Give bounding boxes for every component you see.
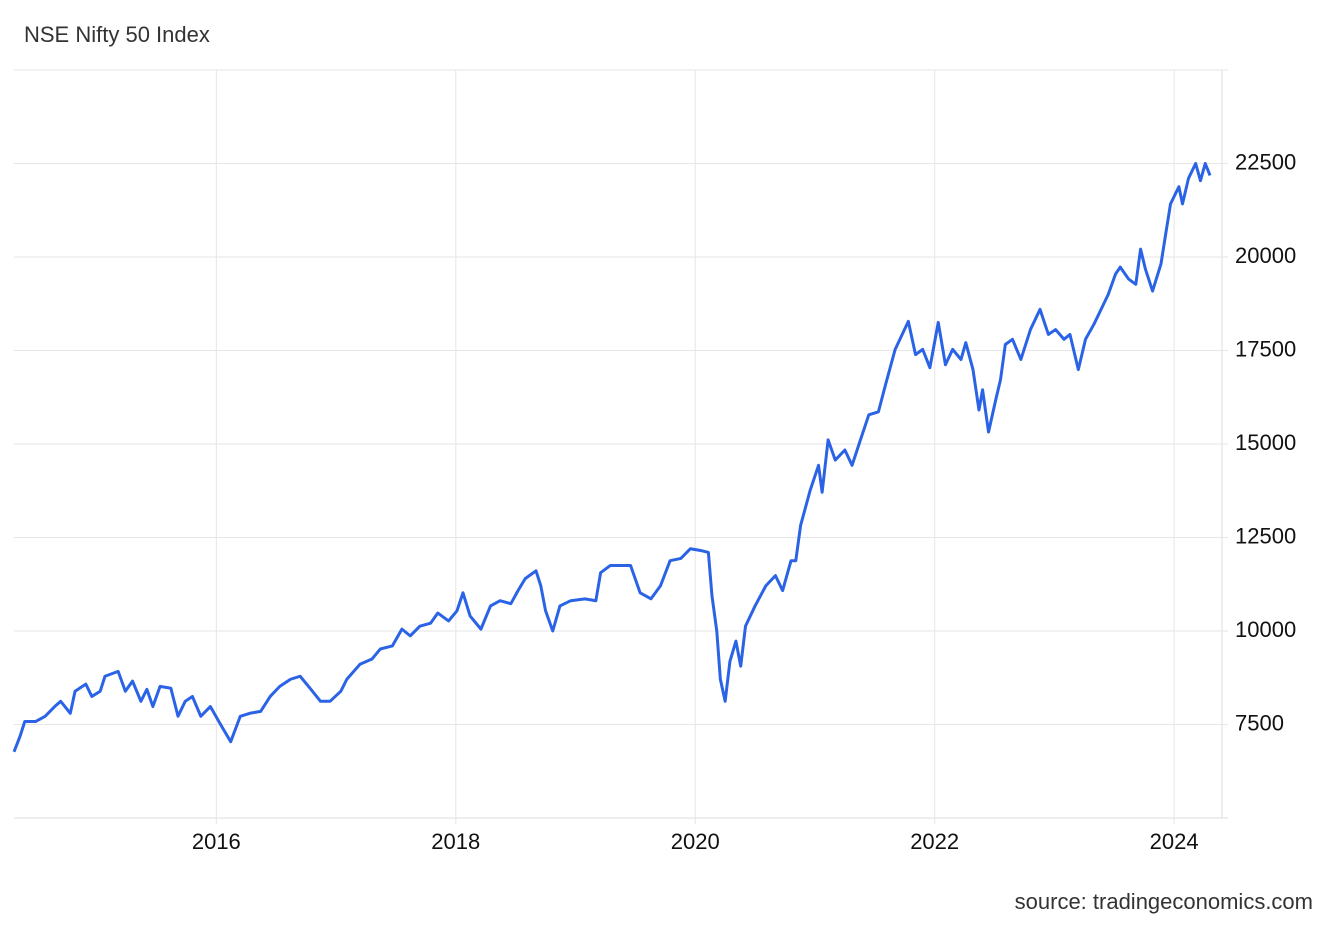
x-tick-label: 2016 [192,829,241,854]
y-tick-label: 20000 [1235,243,1296,268]
y-tick-label: 17500 [1235,336,1296,361]
x-tick-label: 2018 [431,829,480,854]
y-tick-label: 10000 [1235,617,1296,642]
x-tick-label: 2020 [671,829,720,854]
y-tick-label: 22500 [1235,149,1296,174]
y-tick-label: 12500 [1235,523,1296,548]
data-line [12,162,1212,753]
y-tick-label: 15000 [1235,430,1296,455]
source: source: tradingeconomics.com [1015,889,1313,914]
x-tick-label: 2024 [1150,829,1199,854]
y-tick-label: 7500 [1235,710,1284,735]
chart-title: NSE Nifty 50 Index [24,22,210,47]
x-tick-label: 2022 [910,829,959,854]
